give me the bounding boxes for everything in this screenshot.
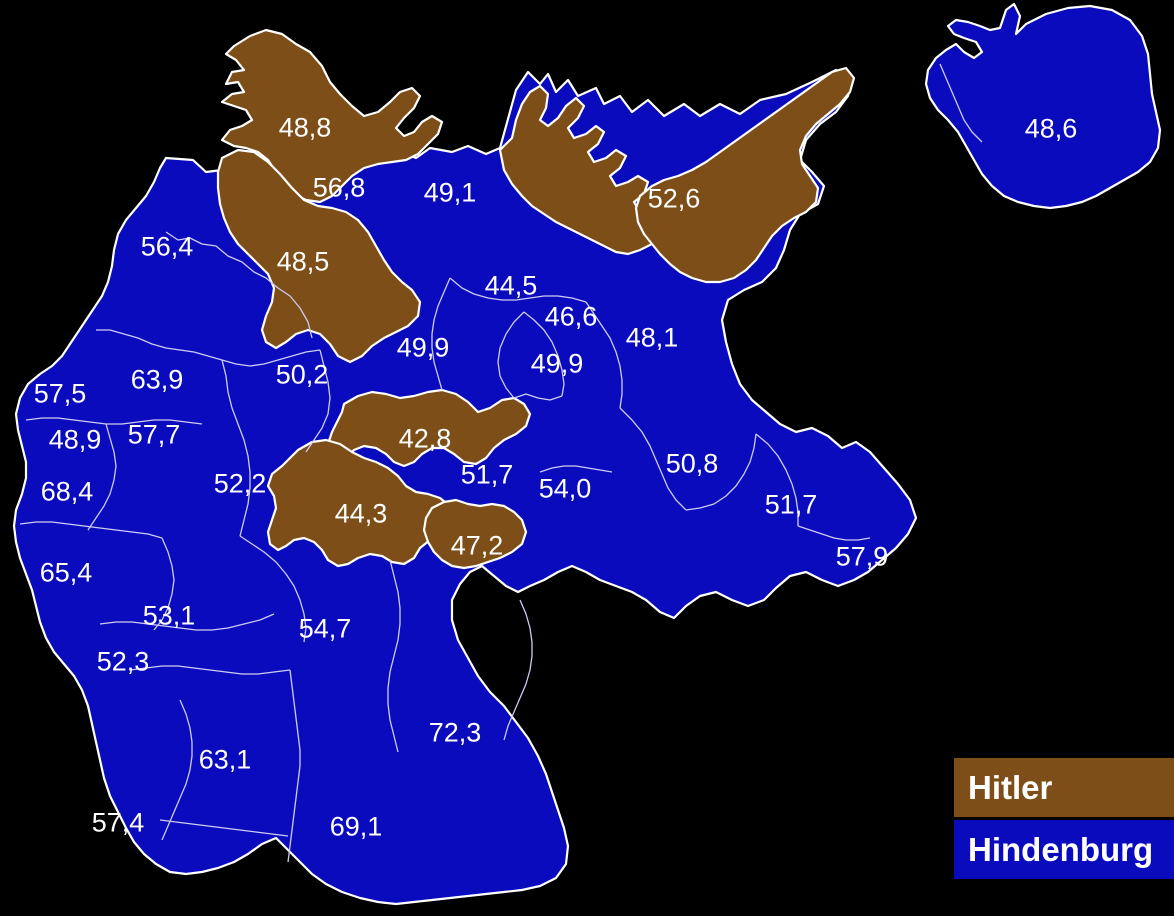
inner-district-borders [19, 63, 983, 863]
legend-entry-hitler: Hitler [954, 758, 1174, 817]
legend-label-hindenburg: Hindenburg [968, 831, 1154, 868]
reich-mainland [12, 68, 918, 906]
east-prussia-region [924, 2, 1162, 210]
map-legend: Hitler Hindenburg [954, 758, 1174, 880]
legend-label-hitler: Hitler [968, 769, 1053, 806]
legend-entry-hindenburg: Hindenburg [954, 820, 1174, 879]
hitler-districts [216, 28, 856, 570]
